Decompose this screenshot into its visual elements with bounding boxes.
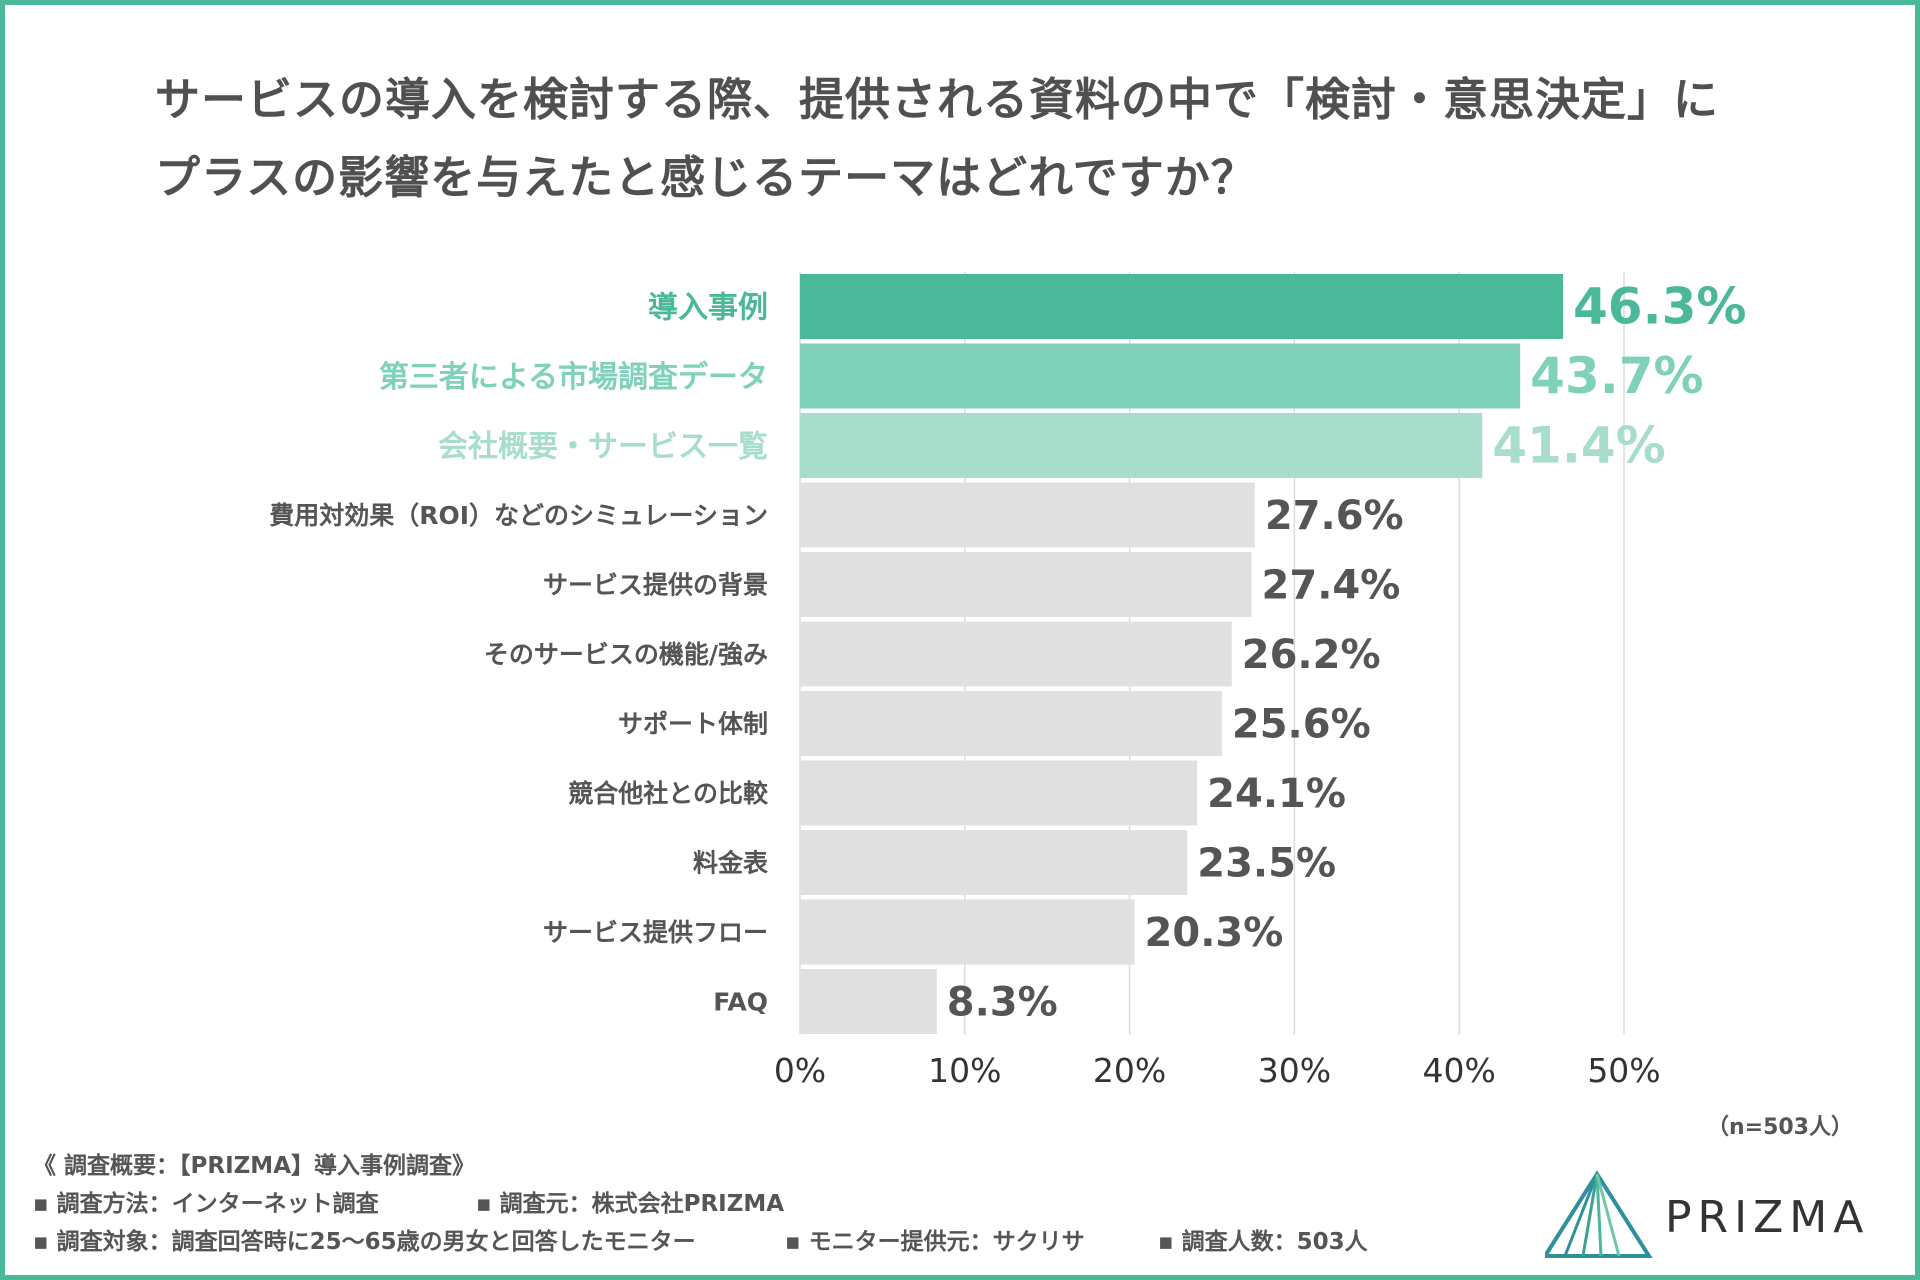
footer-method: ▪ 調査方法：インターネット調査 xyxy=(33,1191,379,1217)
bars xyxy=(800,274,1564,1034)
category-labels: 導入事例第三者による市場調査データ会社概要・サービス一覧費用対効果（ROI）など… xyxy=(268,291,769,1017)
category-label: 競合他社との比較 xyxy=(568,779,769,808)
footer-source: ▪ 調査元：株式会社PRIZMA xyxy=(476,1191,785,1217)
value-labels: 46.3% 43.7% 41.4% 27.6% 27.4% 26.2% 25.6% 24.1%… xyxy=(947,278,1747,1026)
bar xyxy=(800,343,1521,409)
prism-triangle-icon xyxy=(1541,1170,1653,1258)
category-label: 料金表 xyxy=(693,849,769,878)
category-label: 導入事例 xyxy=(648,291,768,326)
bar xyxy=(800,482,1255,548)
x-tick-label: 10% xyxy=(928,1051,1001,1090)
value-label: 24.1% xyxy=(1207,771,1346,817)
category-label: サービス提供フロー xyxy=(543,918,768,947)
x-tick-label: 0% xyxy=(774,1051,826,1090)
footer-count: ▪ 調査人数：503人 xyxy=(1158,1229,1368,1255)
bar xyxy=(800,274,1564,339)
value-label: 26.2% xyxy=(1242,632,1381,678)
category-label: そのサービスの機能/強み xyxy=(484,640,768,669)
x-tick-label: 30% xyxy=(1258,1051,1331,1090)
bar xyxy=(800,552,1252,617)
chart-title: サービスの導入を検討する際、提供される資料の中で「検討・意思決定」に プラスの影… xyxy=(155,61,1835,217)
sample-size: （n=503人） xyxy=(1706,1115,1853,1140)
bar xyxy=(800,413,1483,478)
category-label: 第三者による市場調査データ xyxy=(379,360,768,395)
value-label: 43.7% xyxy=(1530,347,1703,405)
x-tick-label: 40% xyxy=(1423,1051,1496,1090)
bar xyxy=(800,760,1198,826)
bar xyxy=(800,899,1135,965)
bar xyxy=(800,830,1188,895)
value-label: 23.5% xyxy=(1197,841,1336,887)
x-tick-label: 20% xyxy=(1093,1051,1166,1090)
footer-heading: 《 調査概要：【PRIZMA】導入事例調査》 xyxy=(33,1153,475,1179)
value-label: 27.4% xyxy=(1262,563,1401,609)
bar-chart: 導入事例第三者による市場調査データ会社概要・サービス一覧費用対効果（ROI）など… xyxy=(268,272,1747,1090)
value-label: 8.3% xyxy=(947,980,1058,1026)
x-tick-label: 50% xyxy=(1587,1051,1660,1090)
title-line-2: プラスの影響を与えたと感じるテーマはどれですか？ xyxy=(155,151,1257,204)
bar xyxy=(800,969,937,1034)
prizma-logo: PRIZMA xyxy=(1541,1170,1905,1260)
category-label: サポート体制 xyxy=(618,710,768,739)
bar xyxy=(800,691,1222,756)
footer-provider: ▪ モニター提供元：サクリサ xyxy=(785,1229,1085,1255)
value-label: 20.3% xyxy=(1145,910,1284,956)
value-label: 25.6% xyxy=(1232,702,1371,748)
category-label: FAQ xyxy=(713,988,768,1017)
value-label: 27.6% xyxy=(1265,493,1404,539)
footer-target: ▪ 調査対象：調査回答時に25〜65歳の男女と回答したモニター xyxy=(33,1229,696,1255)
logo-text: PRIZMA xyxy=(1665,1192,1870,1243)
category-label: 費用対効果（ROI）などのシミュレーション xyxy=(268,501,768,530)
x-tick-labels: 0% 10% 20% 30% 40% 50% xyxy=(774,1051,1661,1090)
value-label: 41.4% xyxy=(1492,417,1665,475)
value-label: 46.3% xyxy=(1573,278,1746,336)
title-line-1: サービスの導入を検討する際、提供される資料の中で「検討・意思決定」に xyxy=(155,73,1720,126)
bar xyxy=(800,621,1232,687)
category-label: サービス提供の背景 xyxy=(543,571,768,600)
category-label: 会社概要・サービス一覧 xyxy=(438,430,768,465)
